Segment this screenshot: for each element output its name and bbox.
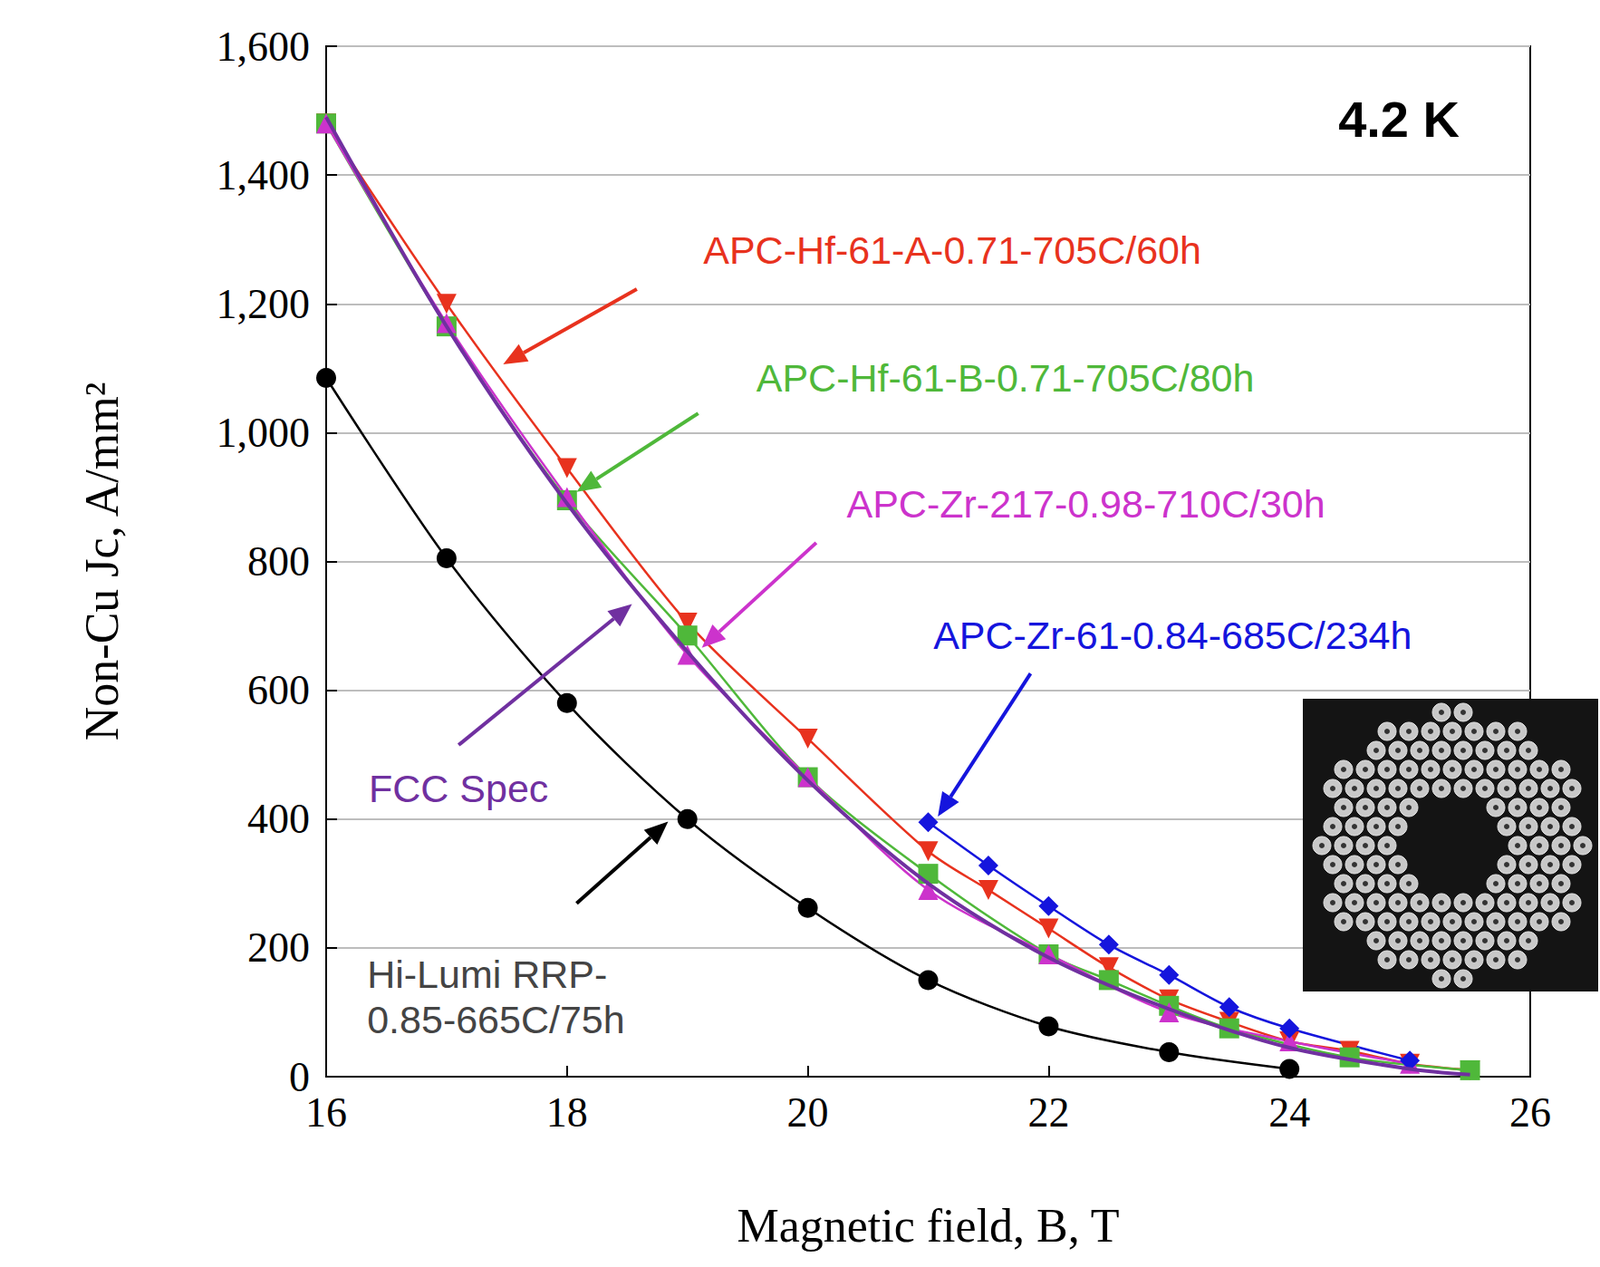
svg-text:FCC Spec: FCC Spec	[368, 766, 549, 810]
svg-text:200: 200	[247, 924, 310, 971]
svg-text:APC-Zr-217-0.98-710C/30h: APC-Zr-217-0.98-710C/30h	[846, 481, 1325, 526]
svg-text:24: 24	[1268, 1089, 1311, 1136]
svg-text:1,000: 1,000	[216, 409, 311, 456]
svg-text:0.85-665C/75h: 0.85-665C/75h	[366, 997, 626, 1041]
svg-text:400: 400	[247, 795, 310, 842]
svg-text:Magnetic field, B, T: Magnetic field, B, T	[736, 1199, 1119, 1252]
svg-text:APC-Hf-61-A-0.71-705C/60h: APC-Hf-61-A-0.71-705C/60h	[703, 228, 1202, 272]
svg-text:26: 26	[1509, 1089, 1552, 1136]
svg-text:1,400: 1,400	[216, 152, 311, 199]
svg-text:1,200: 1,200	[216, 280, 311, 328]
svg-text:1,600: 1,600	[216, 23, 311, 70]
svg-text:20: 20	[787, 1089, 829, 1136]
svg-text:APC-Zr-61-0.84-685C/234h: APC-Zr-61-0.84-685C/234h	[933, 613, 1412, 657]
svg-text:Non-Cu Jc, A/mm²: Non-Cu Jc, A/mm²	[76, 382, 128, 741]
svg-text:800: 800	[247, 538, 310, 585]
svg-text:Hi-Lumi RRP-: Hi-Lumi RRP-	[366, 952, 608, 996]
svg-text:0: 0	[289, 1053, 310, 1100]
svg-text:16: 16	[305, 1089, 347, 1136]
svg-text:APC-Hf-61-B-0.71-705C/80h: APC-Hf-61-B-0.71-705C/80h	[756, 356, 1255, 400]
svg-text:600: 600	[247, 666, 310, 714]
svg-text:22: 22	[1027, 1089, 1070, 1136]
svg-text:18: 18	[546, 1089, 588, 1136]
svg-text:4.2 K: 4.2 K	[1338, 90, 1460, 148]
